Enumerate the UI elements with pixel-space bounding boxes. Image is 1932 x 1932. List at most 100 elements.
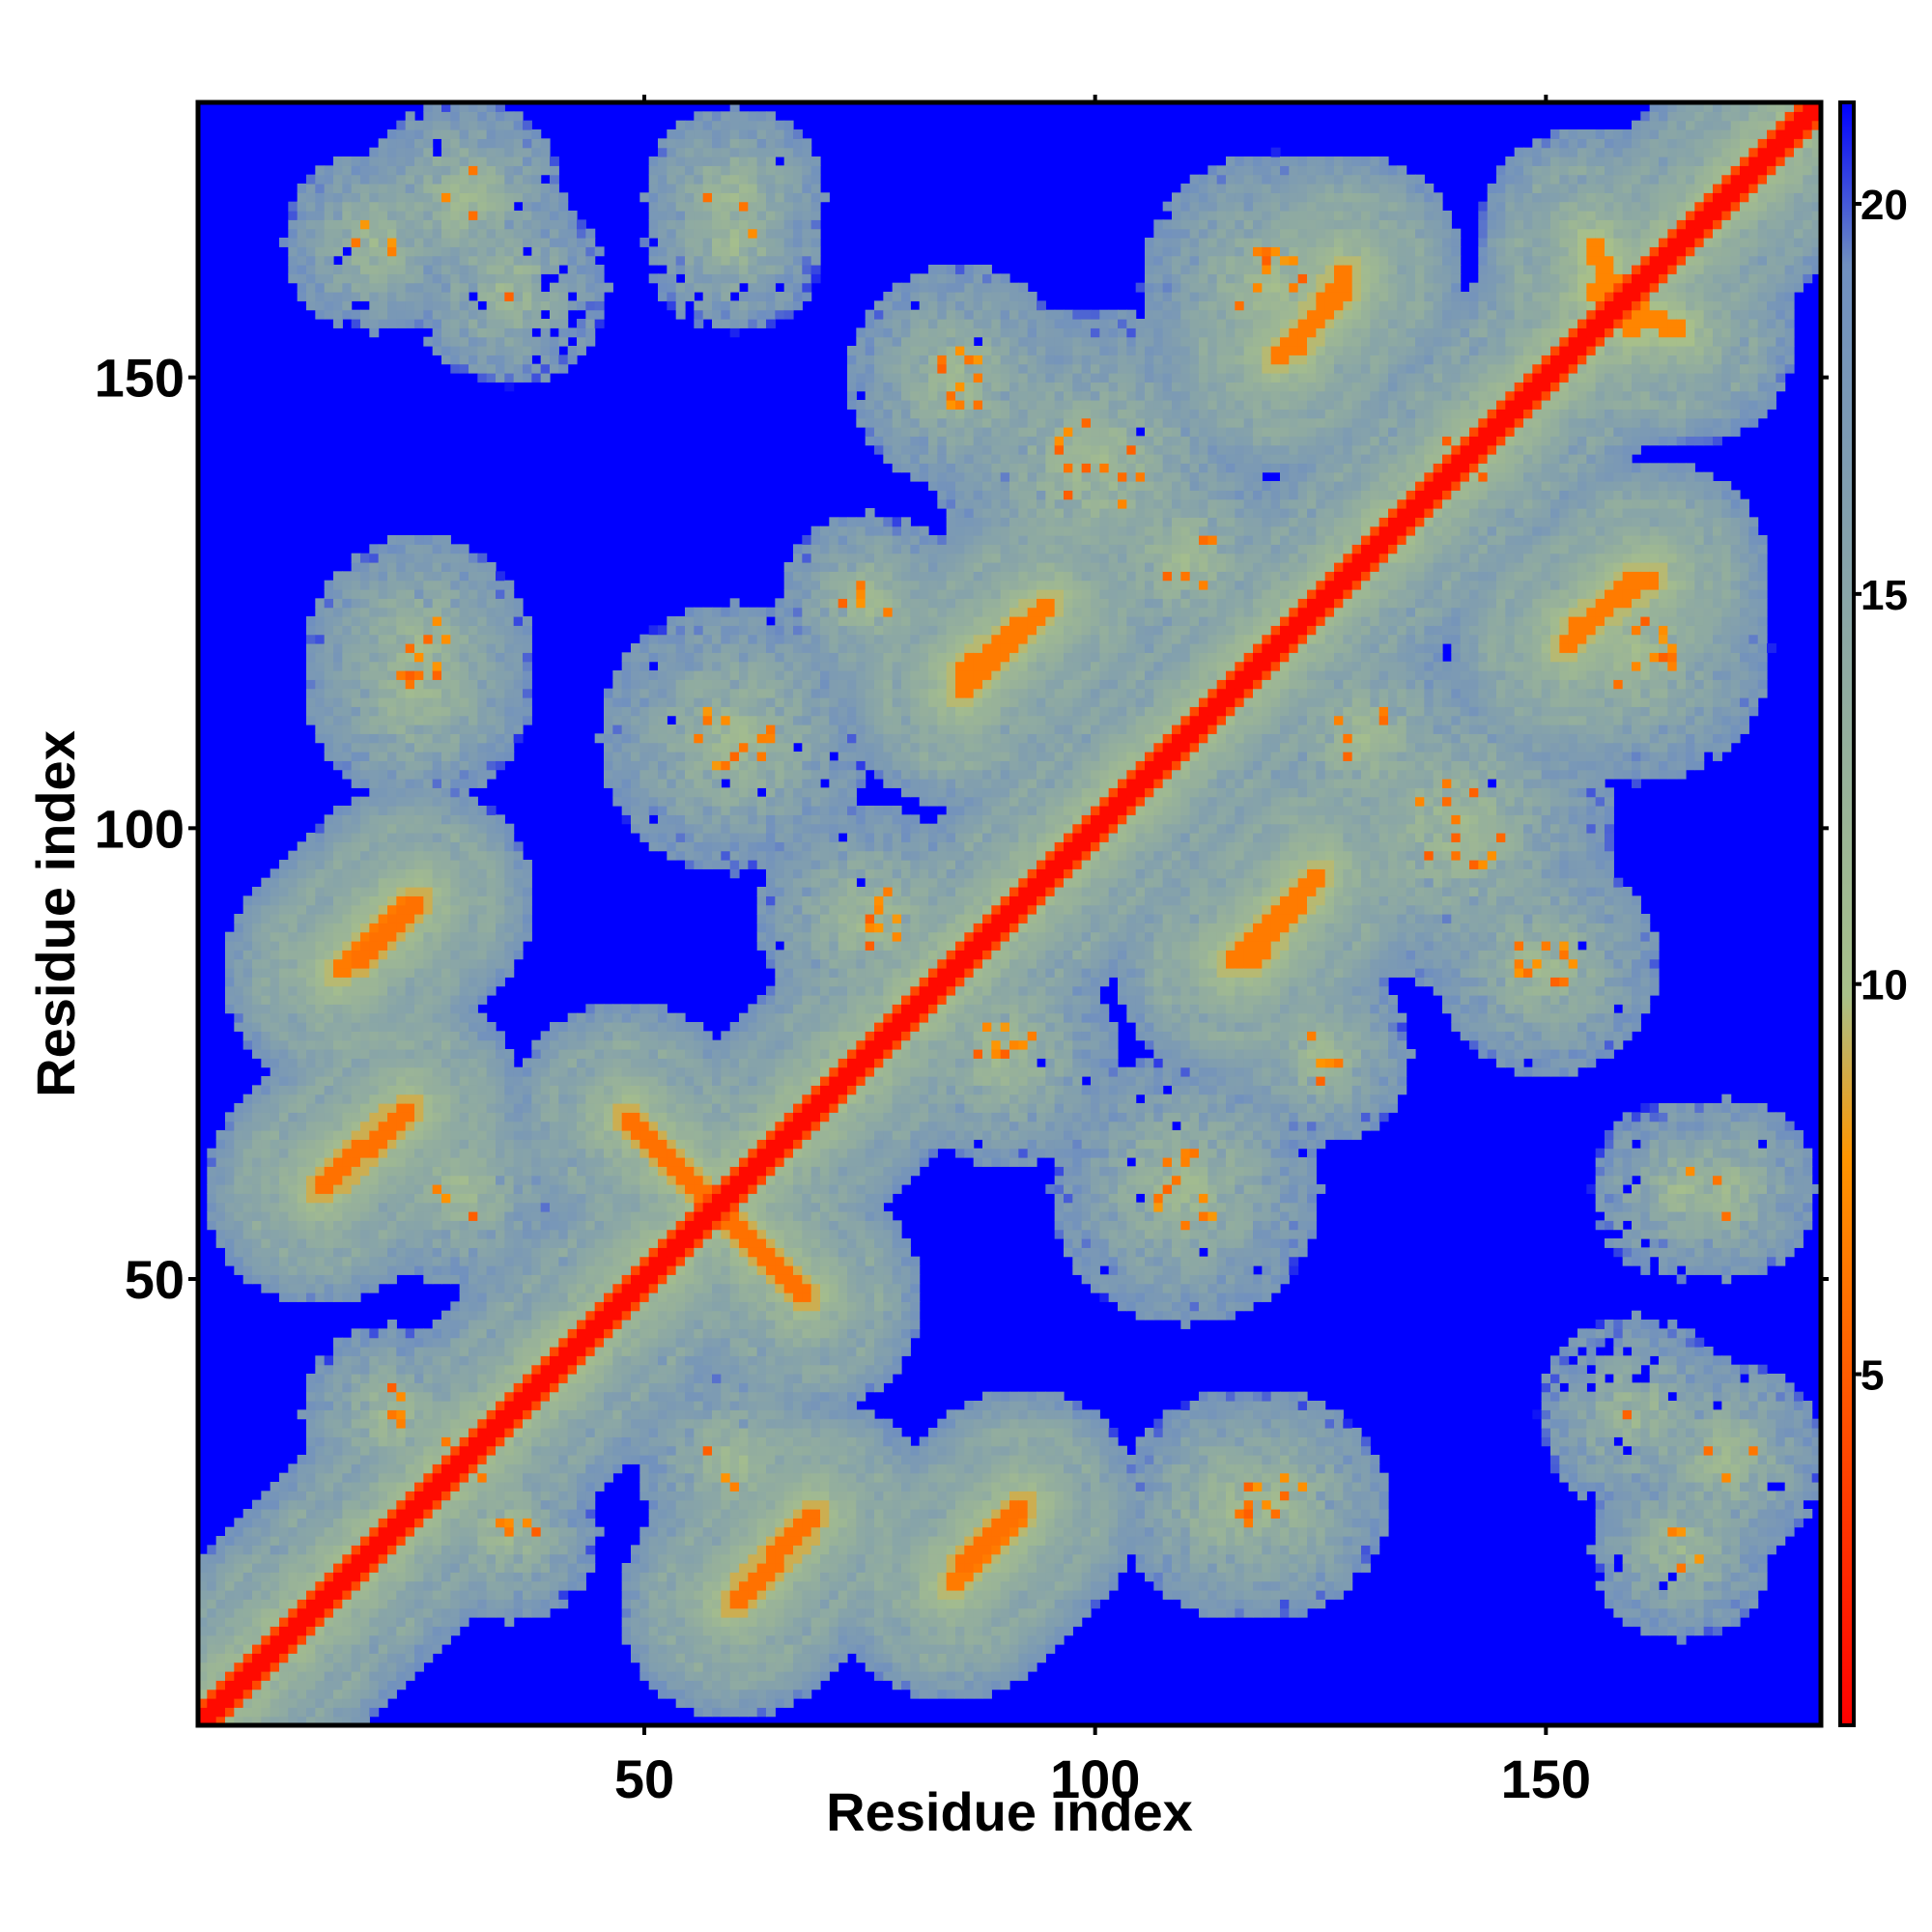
heatmap-cell <box>523 1428 532 1437</box>
heatmap-cell <box>514 1265 524 1275</box>
heatmap-cell <box>352 1347 361 1356</box>
heatmap-cell <box>369 716 379 725</box>
heatmap-cell <box>523 1536 532 1546</box>
heatmap-cell <box>261 977 270 986</box>
heatmap-cell <box>333 1238 343 1248</box>
heatmap-cell <box>333 211 343 220</box>
heatmap-cell <box>487 1509 497 1519</box>
heatmap-cell <box>207 1608 216 1618</box>
heatmap-cell <box>325 283 334 293</box>
heatmap-cell <box>496 571 505 581</box>
heatmap-cell <box>406 1662 415 1672</box>
heatmap-cell <box>504 716 514 725</box>
heatmap-cell <box>396 1482 406 1492</box>
heatmap-cell <box>441 1338 451 1348</box>
heatmap-cell <box>577 1311 586 1321</box>
heatmap-cell <box>333 868 343 878</box>
heatmap-cell <box>406 724 415 734</box>
heatmap-cell <box>352 1680 361 1690</box>
heatmap-cell <box>585 1103 595 1113</box>
heatmap-cell <box>315 1473 325 1483</box>
heatmap-cell <box>288 229 298 239</box>
heatmap-cell <box>496 1320 505 1329</box>
heatmap-cell <box>433 184 442 193</box>
heatmap-cell <box>342 229 352 239</box>
heatmap-cell <box>360 192 370 202</box>
heatmap-cell <box>342 841 352 851</box>
heatmap-cell <box>433 327 442 337</box>
heatmap-cell <box>406 743 415 753</box>
heatmap-cell <box>441 1374 451 1383</box>
heatmap-cell <box>387 1500 397 1510</box>
heatmap-cell <box>450 814 460 824</box>
heatmap-cell <box>369 1690 379 1699</box>
heatmap-cell <box>333 1419 343 1429</box>
heatmap-cell <box>414 743 424 753</box>
heatmap-cell <box>396 797 406 807</box>
heatmap-cell <box>496 706 505 716</box>
heatmap-cell <box>207 1635 216 1645</box>
heatmap-cell <box>504 1085 514 1094</box>
heatmap-cell <box>423 581 433 590</box>
heatmap-cell <box>396 165 406 175</box>
heatmap-cell <box>306 652 316 662</box>
heatmap-cell <box>306 860 316 869</box>
heatmap-cell <box>414 1382 424 1392</box>
heatmap-cell <box>514 652 524 662</box>
heatmap-cell <box>406 851 415 861</box>
heatmap-cell <box>369 923 379 932</box>
heatmap-cell <box>414 679 424 689</box>
heatmap-cell <box>379 1211 388 1221</box>
heatmap-cell <box>477 1058 487 1067</box>
heatmap-cell <box>487 265 497 274</box>
heatmap-cell <box>568 1401 578 1410</box>
heatmap-cell <box>595 1112 605 1122</box>
heatmap-cell <box>504 148 514 157</box>
heatmap-cell <box>469 814 478 824</box>
heatmap-cell <box>514 1122 524 1131</box>
heatmap-cell <box>514 300 524 310</box>
heatmap-cell <box>315 878 325 888</box>
heatmap-cell <box>379 1220 388 1230</box>
heatmap-cell <box>441 1022 451 1032</box>
heatmap-cell <box>496 1122 505 1131</box>
heatmap-cell <box>379 995 388 1005</box>
heatmap-cell <box>252 1130 262 1140</box>
heatmap-cell <box>496 1527 505 1537</box>
heatmap-cell <box>234 1563 243 1573</box>
heatmap-cell <box>441 743 451 753</box>
heatmap-cell <box>514 1599 524 1608</box>
heatmap-cell <box>460 256 469 266</box>
heatmap-cell <box>460 192 469 202</box>
heatmap-cell <box>604 1409 613 1419</box>
heatmap-cell <box>433 914 442 923</box>
heatmap-cell <box>352 219 361 229</box>
heatmap-cell <box>441 211 451 220</box>
heatmap-cell <box>595 1293 605 1302</box>
heatmap-cell <box>487 625 497 635</box>
heatmap-cell <box>450 1122 460 1131</box>
heatmap-cell <box>423 1112 433 1122</box>
heatmap-cell <box>568 1184 578 1194</box>
heatmap-cell <box>585 1049 595 1059</box>
heatmap-cell <box>396 1230 406 1239</box>
heatmap-cell <box>406 1436 415 1446</box>
heatmap-cell <box>315 1013 325 1023</box>
heatmap-cell <box>288 1617 298 1627</box>
heatmap-cell <box>550 1220 559 1230</box>
heatmap-cell <box>243 1149 253 1158</box>
heatmap-cell <box>541 1157 551 1167</box>
heatmap-cell <box>504 1455 514 1464</box>
heatmap-cell <box>568 1031 578 1040</box>
heatmap-cell <box>496 1157 505 1167</box>
heatmap-cell <box>396 1680 406 1690</box>
heatmap-cell <box>450 1581 460 1591</box>
heatmap-cell <box>352 635 361 644</box>
heatmap-cell <box>352 1662 361 1672</box>
heatmap-cell <box>585 1320 595 1329</box>
heatmap-cell <box>477 1238 487 1248</box>
heatmap-cell <box>252 977 262 986</box>
heatmap-cell <box>369 1463 379 1473</box>
heatmap-cell <box>550 1500 559 1510</box>
heatmap-cell <box>298 1112 307 1122</box>
